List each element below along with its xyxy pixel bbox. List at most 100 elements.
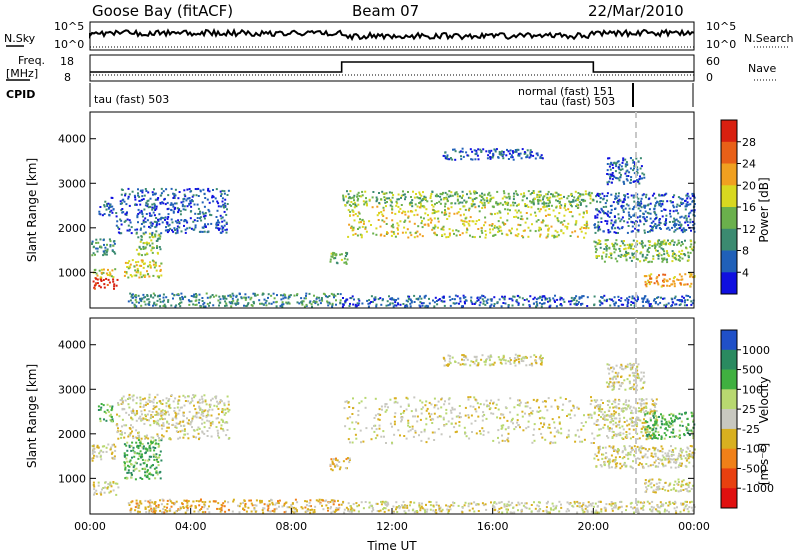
power-mark	[547, 204, 550, 207]
velocity-mark	[325, 499, 328, 502]
power-mark	[353, 194, 356, 197]
velocity-mark	[500, 427, 503, 430]
power-mark	[657, 283, 660, 286]
power-mark	[570, 296, 573, 299]
velocity-mark	[184, 400, 187, 402]
velocity-mark	[177, 402, 180, 405]
power-region-0	[92, 276, 119, 290]
power-mark	[524, 203, 527, 205]
power-mark	[380, 198, 383, 201]
power-mark	[613, 302, 616, 305]
velocity-mark	[450, 411, 453, 414]
power-mark	[479, 201, 482, 204]
power-mark	[615, 165, 618, 168]
velocity-mark	[549, 431, 552, 434]
power-mark	[605, 249, 608, 252]
power-mark	[183, 193, 186, 196]
velocity-mark	[114, 482, 117, 485]
power-mark	[527, 300, 530, 303]
velocity-mark	[196, 401, 199, 404]
power-mark	[649, 277, 652, 280]
power-mark	[109, 244, 112, 247]
power-mark	[128, 219, 131, 222]
power-mark	[632, 248, 635, 250]
power-mark	[630, 303, 633, 306]
power-mark	[658, 193, 661, 196]
velocity-mark	[135, 502, 138, 505]
power-mark	[423, 206, 426, 209]
power-mark	[486, 200, 489, 203]
power-mark	[616, 201, 619, 204]
velocity-mark	[493, 361, 496, 364]
power-mark	[630, 216, 632, 219]
velocity-mark	[198, 504, 201, 507]
power-mark	[630, 176, 633, 179]
power-mark	[211, 196, 214, 199]
velocity-mark	[186, 417, 188, 420]
power-mark	[441, 193, 444, 196]
power-mark	[608, 180, 611, 183]
velocity-mark	[122, 408, 125, 410]
velocity-mark	[201, 418, 204, 421]
velocity-mark	[166, 421, 169, 424]
power-mark	[193, 219, 196, 222]
velocity-mark	[144, 415, 147, 418]
power-mark	[350, 197, 352, 200]
power-mark	[415, 231, 418, 234]
power-mark	[135, 296, 138, 299]
power-mark	[147, 265, 150, 268]
velocity-mark	[443, 424, 446, 427]
power-mark	[504, 208, 507, 211]
power-mark	[348, 203, 351, 206]
power-mark	[592, 199, 595, 202]
velocity-mark	[442, 418, 445, 421]
power-mark	[397, 297, 400, 300]
power-mark	[462, 223, 465, 225]
velocity-mark	[479, 432, 482, 435]
velocity-mark	[131, 430, 133, 433]
power-mark	[108, 271, 111, 274]
power-mark	[172, 297, 174, 300]
velocity-mark	[106, 409, 109, 412]
power-mark	[631, 230, 634, 233]
power-mark	[228, 301, 231, 304]
power-mark	[177, 293, 180, 296]
power-mark	[360, 195, 363, 198]
velocity-mark	[130, 463, 132, 465]
power-mark	[526, 154, 529, 157]
power-mark	[439, 192, 442, 195]
velocity-mark	[114, 445, 117, 448]
power-mark	[408, 220, 411, 223]
velocity-mark	[331, 469, 334, 472]
power-mark	[529, 155, 532, 158]
velocity-mark	[217, 502, 220, 505]
power-mark	[477, 205, 480, 208]
power-mark	[150, 214, 153, 217]
power-mark	[468, 207, 471, 210]
power-mark	[480, 150, 483, 152]
velocity-mark	[128, 396, 131, 399]
velocity-mark	[360, 441, 362, 444]
power-mark	[513, 192, 515, 195]
velocity-mark	[532, 434, 535, 436]
power-mark	[552, 297, 555, 300]
velocity-mark	[373, 417, 376, 419]
velocity-mark	[141, 443, 144, 446]
power-mark	[656, 200, 659, 203]
power-mark	[526, 217, 529, 220]
power-mark	[436, 303, 439, 306]
power-mark	[145, 201, 148, 204]
power-mark	[198, 212, 201, 215]
velocity-mark	[161, 411, 164, 414]
velocity-mark	[376, 510, 379, 512]
power-mark	[511, 227, 513, 230]
velocity-mark	[462, 354, 465, 357]
velocity-mark	[160, 417, 163, 420]
power-mark	[615, 196, 618, 199]
power-mark	[451, 298, 454, 300]
velocity-mark	[203, 432, 206, 435]
power-mark	[123, 200, 126, 203]
velocity-mark	[376, 434, 379, 437]
power-mark	[611, 242, 614, 245]
power-mark	[456, 199, 459, 202]
